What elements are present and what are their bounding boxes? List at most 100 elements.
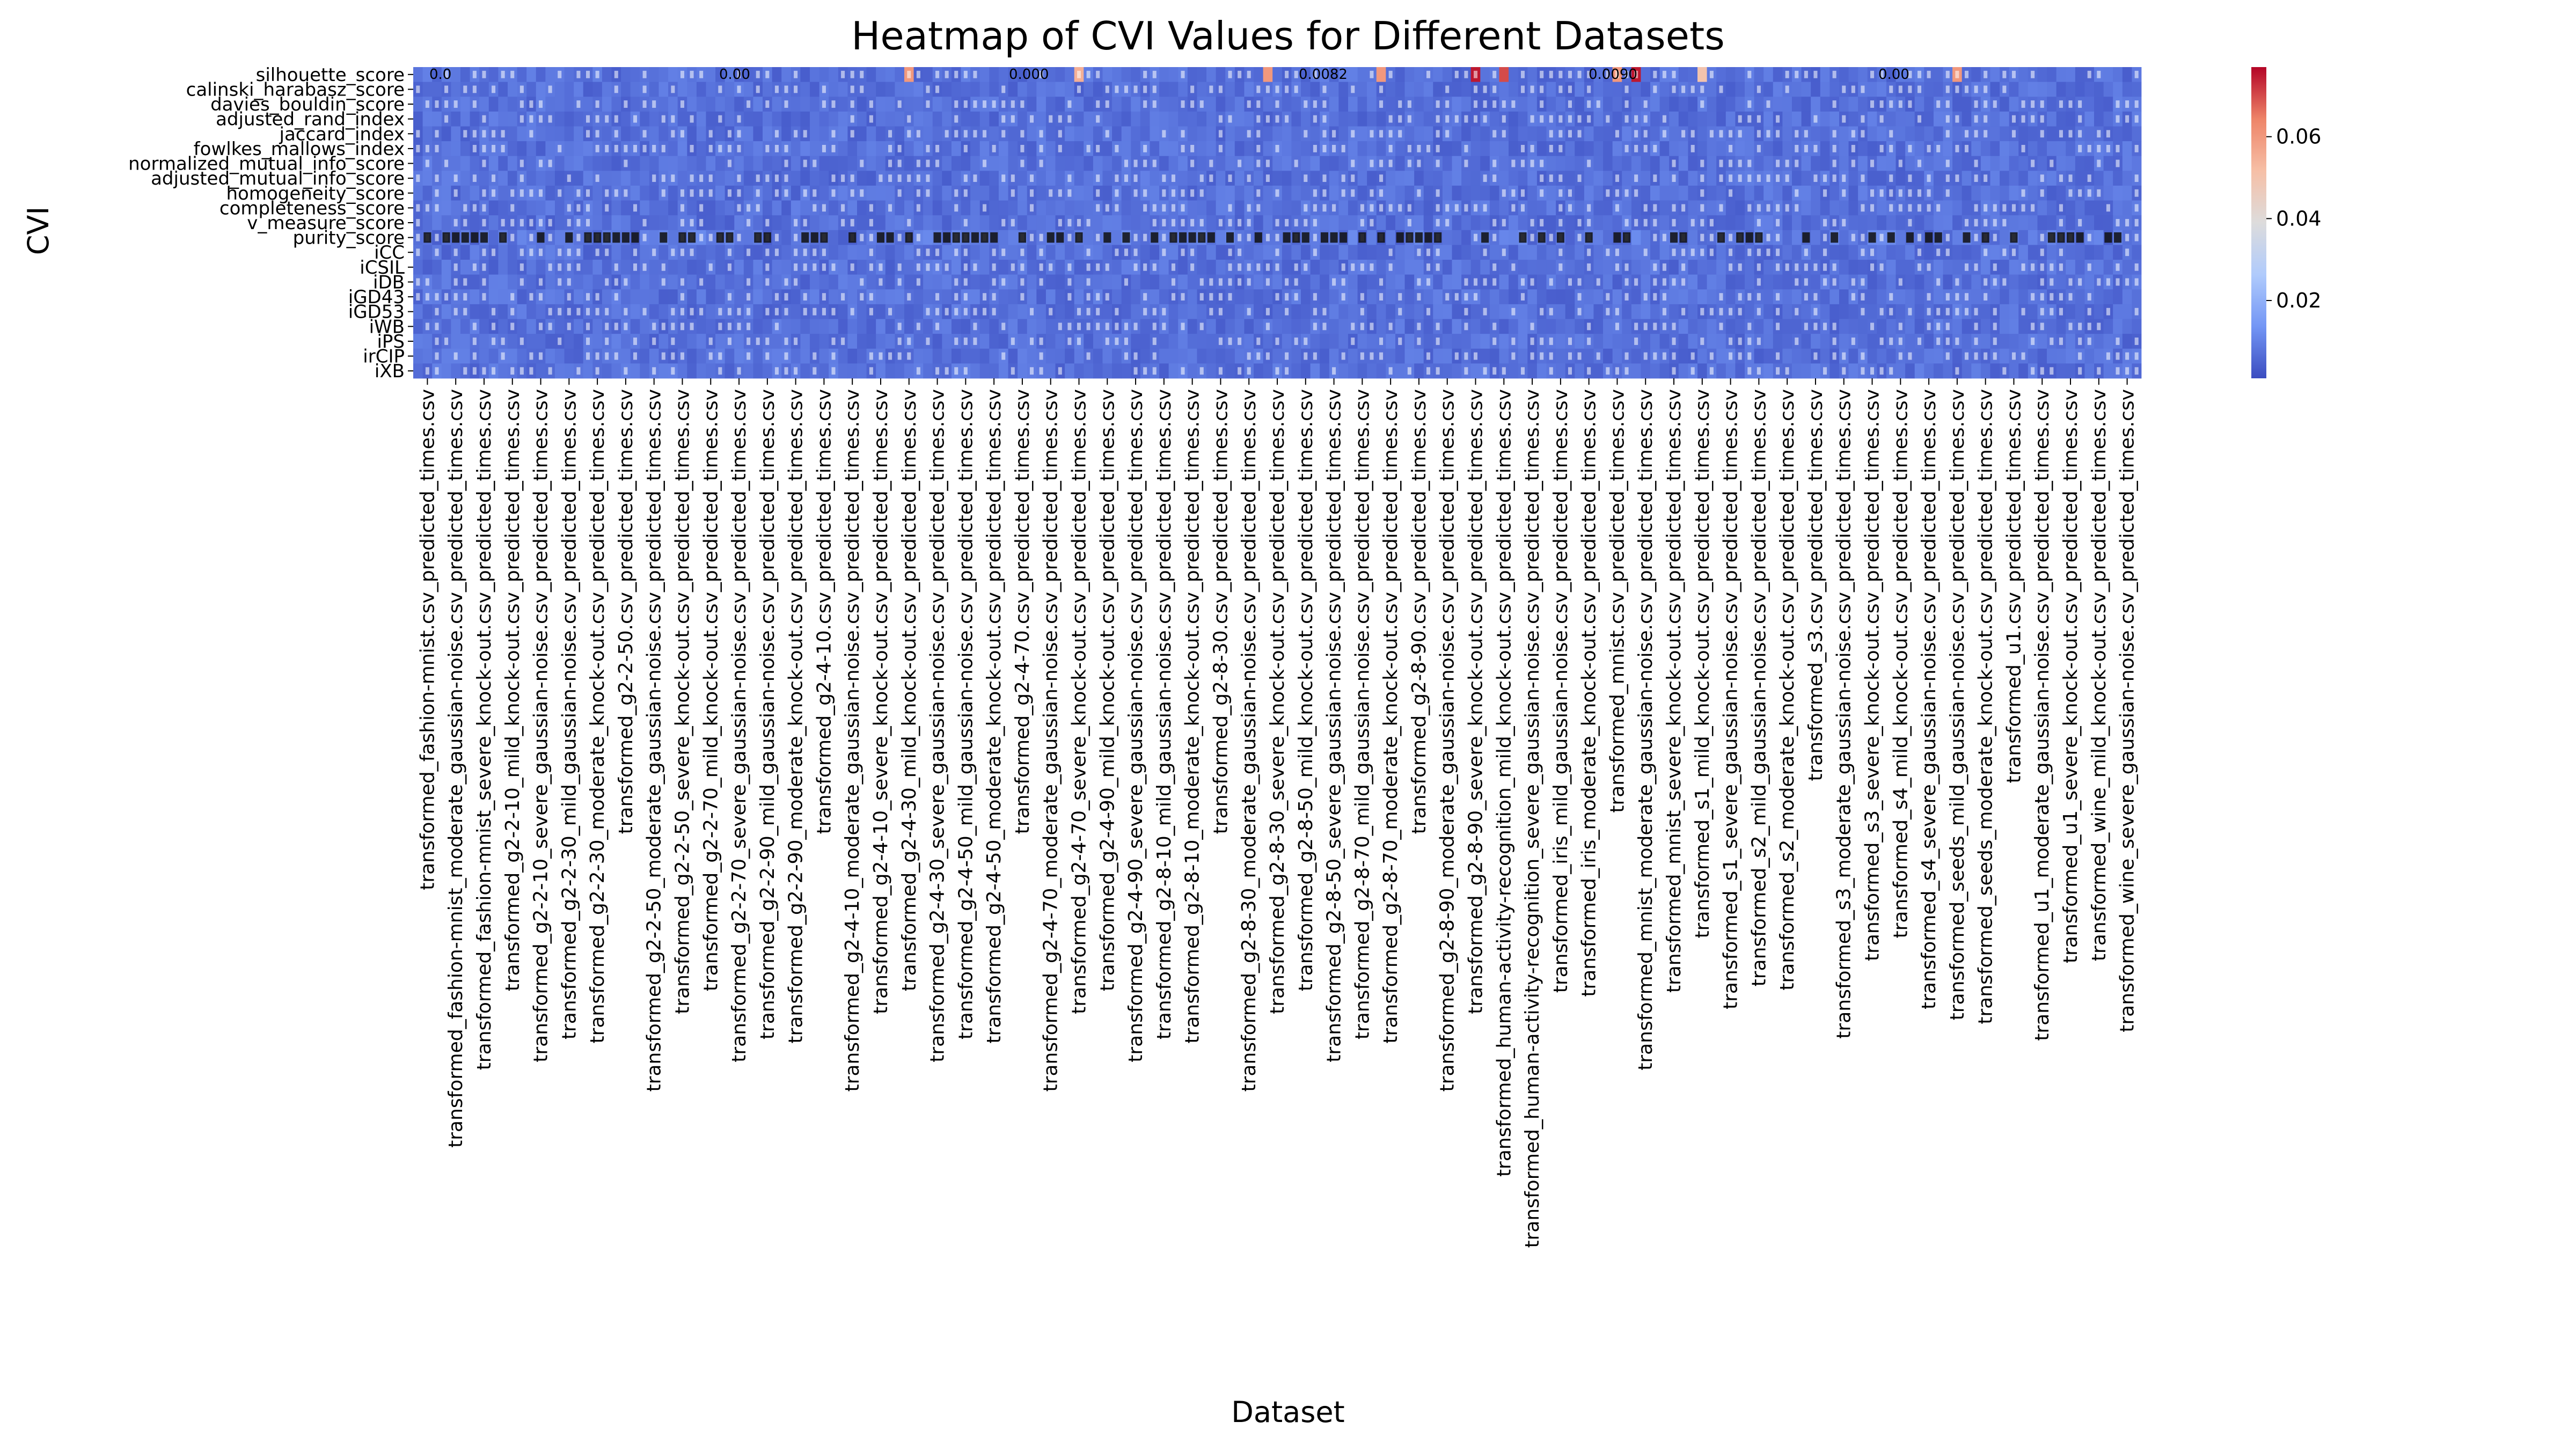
cell-annotation-mark <box>1029 174 1034 182</box>
cell-annotation-mark <box>1436 248 1440 257</box>
heatmap-cell <box>1338 215 1349 231</box>
cell-annotation-mark <box>1842 115 1846 123</box>
cell-annotation-mark <box>435 189 439 197</box>
heatmap-cell <box>819 274 829 290</box>
heatmap-cell <box>507 245 517 260</box>
heatmap-cell <box>715 185 726 201</box>
cell-annotation-mark <box>1313 145 1317 152</box>
cell-annotation-mark <box>1868 232 1876 243</box>
heatmap-cell <box>422 185 433 201</box>
heatmap-cell <box>810 215 820 231</box>
heatmap-cell <box>961 200 971 216</box>
heatmap-cell <box>904 82 914 97</box>
heatmap-cell <box>743 230 753 245</box>
heatmap-cell <box>1509 245 1519 260</box>
heatmap-cell <box>1754 156 1764 171</box>
heatmap-cell <box>781 200 792 216</box>
heatmap-cell <box>658 82 669 97</box>
heatmap-cell <box>498 274 508 290</box>
heatmap-cell <box>2094 260 2104 275</box>
heatmap-cell <box>1197 304 1207 319</box>
heatmap-cell <box>677 334 687 349</box>
heatmap-cell <box>913 141 924 157</box>
heatmap-cell <box>1386 230 1396 245</box>
heatmap-cell <box>536 82 546 97</box>
heatmap-cell <box>1593 245 1604 260</box>
heatmap-cell <box>1159 97 1169 112</box>
heatmap-cell <box>1509 230 1519 245</box>
cell-annotation-mark <box>1785 174 1789 182</box>
heatmap-cell <box>1678 67 1688 83</box>
cell-annotation-mark <box>1511 204 1516 212</box>
heatmap-cell <box>904 185 914 201</box>
heatmap-cell <box>687 200 697 216</box>
heatmap-cell <box>1763 334 1774 349</box>
heatmap-cell <box>574 141 584 157</box>
cell-annotation-mark <box>1917 115 1922 123</box>
cell-annotation-mark <box>1322 115 1327 123</box>
heatmap-cell <box>2122 334 2132 349</box>
cell-annotation-mark <box>642 70 647 78</box>
cell-annotation-mark <box>539 219 543 226</box>
cell-annotation-mark <box>1181 130 1185 138</box>
cell-annotation-mark <box>1492 85 1497 93</box>
heatmap-cell <box>1300 67 1311 83</box>
cell-annotation-mark <box>756 70 760 78</box>
heatmap-cell <box>2000 289 2010 305</box>
heatmap-cell <box>1338 67 1349 83</box>
heatmap-cell <box>1858 97 1868 112</box>
cell-annotation-mark <box>519 174 524 182</box>
heatmap-cell <box>2066 363 2076 379</box>
cell-annotation-mark <box>1729 130 1733 138</box>
cell-annotation-mark <box>1577 70 1582 78</box>
heatmap-cell <box>1952 97 1963 112</box>
heatmap-cell <box>1414 171 1424 186</box>
heatmap-cell <box>800 319 810 334</box>
heatmap-cell <box>1206 185 1217 201</box>
heatmap-cell <box>1187 67 1197 83</box>
heatmap-cell <box>904 260 914 275</box>
cell-annotation-mark <box>1558 130 1563 138</box>
heatmap-cell <box>1291 141 1301 157</box>
heatmap-cell <box>1084 97 1094 112</box>
heatmap-cell <box>1131 200 1141 216</box>
heatmap-cell <box>2009 334 2019 349</box>
cell-annotation-mark <box>784 100 788 108</box>
cell-annotation-mark <box>614 70 618 78</box>
heatmap-cell <box>1773 67 1783 83</box>
heatmap-cell <box>2094 289 2104 305</box>
heatmap-cell <box>1272 200 1283 216</box>
cell-annotation-mark <box>718 115 722 123</box>
heatmap-cell <box>1206 363 1217 379</box>
heatmap-cell <box>1820 304 1830 319</box>
heatmap-cell <box>1395 274 1405 290</box>
cell-annotation-mark <box>1426 145 1431 152</box>
cell-annotation-mark <box>1464 115 1468 123</box>
heatmap-cell <box>876 82 886 97</box>
heatmap-cell <box>1896 141 1906 157</box>
cell-annotation-mark <box>2106 204 2110 212</box>
heatmap-cell <box>441 260 451 275</box>
heatmap-cell <box>1102 245 1113 260</box>
heatmap-cell <box>1263 126 1273 142</box>
heatmap-cell <box>1310 126 1320 142</box>
heatmap-cell <box>1952 126 1963 142</box>
cell-annotation-mark <box>886 232 894 243</box>
cell-annotation-mark <box>1152 85 1157 93</box>
heatmap-cell <box>1575 245 1585 260</box>
heatmap-cell <box>2103 185 2113 201</box>
heatmap-cell <box>904 319 914 334</box>
heatmap-cell <box>432 260 442 275</box>
heatmap-cell <box>1536 319 1547 334</box>
cell-annotation-mark <box>2068 174 2073 182</box>
heatmap-cell <box>1112 126 1122 142</box>
heatmap-cell <box>923 200 933 216</box>
cell-annotation-mark <box>765 174 770 182</box>
heatmap-cell <box>1754 185 1764 201</box>
heatmap-cell <box>2009 141 2019 157</box>
heatmap-cell <box>460 260 470 275</box>
heatmap-cell <box>2066 245 2076 260</box>
heatmap-cell <box>1357 334 1367 349</box>
cell-annotation-mark <box>1738 130 1742 138</box>
